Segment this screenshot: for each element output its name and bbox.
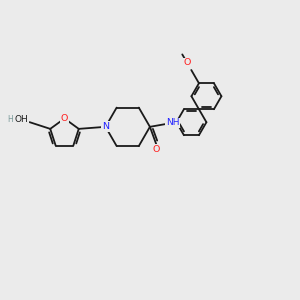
Text: H: H xyxy=(8,115,13,124)
Text: O: O xyxy=(152,145,160,154)
Text: OH: OH xyxy=(15,115,28,124)
Text: N: N xyxy=(102,122,109,131)
Text: O: O xyxy=(61,114,68,123)
Text: O: O xyxy=(184,58,191,68)
Text: NH: NH xyxy=(166,118,180,127)
